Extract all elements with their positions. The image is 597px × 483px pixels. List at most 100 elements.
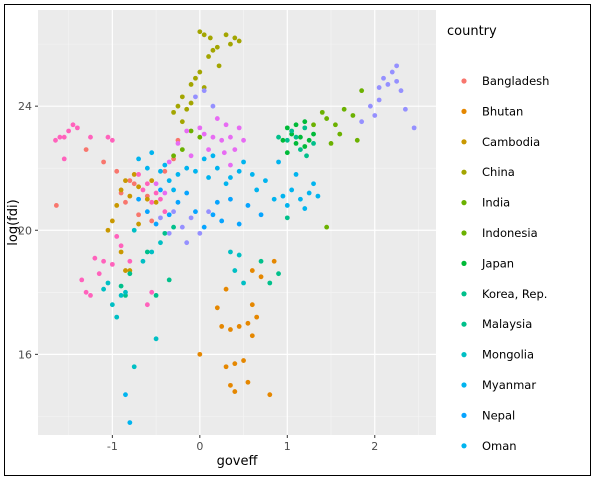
data-point (153, 221, 159, 227)
data-point (171, 224, 176, 230)
data-point (144, 302, 150, 308)
grid-minor (38, 10, 436, 435)
data-point (79, 277, 85, 283)
legend-title: country (447, 24, 497, 39)
data-point (210, 153, 216, 159)
data-point (153, 190, 159, 196)
legend-label: India (482, 196, 510, 210)
legend-key (461, 321, 467, 327)
data-point (53, 203, 59, 208)
data-point (114, 234, 120, 239)
data-point (228, 134, 233, 140)
data-point (306, 137, 312, 143)
data-point (293, 134, 299, 140)
data-point (311, 140, 316, 146)
legend-key (461, 352, 467, 358)
data-point (184, 165, 190, 171)
data-point (53, 137, 58, 143)
y-axis-title: log(fdi) (6, 199, 21, 245)
data-point (70, 122, 76, 128)
data-point (114, 203, 120, 208)
data-point (197, 134, 203, 140)
data-point (228, 327, 233, 332)
data-point (184, 190, 190, 196)
data-point (127, 258, 133, 264)
data-point (221, 150, 227, 156)
data-point (245, 203, 251, 208)
data-point (206, 175, 211, 180)
data-point (254, 314, 260, 320)
data-point (328, 140, 334, 146)
data-point (319, 109, 325, 115)
data-point (101, 159, 107, 165)
data-point (158, 240, 163, 246)
data-point (376, 85, 382, 90)
data-point (171, 109, 176, 115)
data-point (333, 122, 338, 128)
data-point (258, 274, 264, 280)
data-point (223, 181, 229, 187)
data-point (162, 162, 168, 168)
data-point (228, 249, 233, 255)
legend-label: Cambodia (482, 135, 540, 149)
data-point (216, 63, 222, 69)
data-point (201, 156, 207, 162)
data-point (394, 63, 400, 69)
data-point (96, 271, 102, 277)
data-point (109, 218, 115, 224)
legend-label: Mongolia (482, 348, 534, 362)
data-point (276, 271, 281, 277)
data-point (184, 106, 190, 112)
data-point (210, 103, 216, 109)
data-point (123, 268, 128, 273)
data-point (289, 187, 295, 193)
data-point (140, 258, 146, 264)
data-point (149, 289, 155, 295)
data-point (153, 199, 159, 205)
data-point (179, 224, 185, 230)
data-point (276, 159, 281, 165)
data-point (166, 159, 172, 165)
data-point (214, 44, 220, 50)
data-point (385, 82, 391, 87)
y-axis-ticks: 16 20 24 (18, 100, 38, 361)
data-point (232, 268, 238, 273)
legend-key (461, 260, 467, 266)
data-point (118, 293, 124, 298)
data-point (179, 147, 185, 152)
data-point (206, 54, 211, 59)
data-point (236, 38, 242, 44)
legend-key (461, 78, 467, 84)
data-point (83, 289, 89, 295)
legend-key (461, 382, 467, 388)
data-point (105, 227, 111, 233)
data-point (149, 218, 155, 224)
data-point (109, 137, 115, 143)
data-point (258, 212, 264, 218)
data-point (214, 305, 220, 311)
legend-key (461, 200, 467, 206)
data-point (207, 35, 213, 41)
data-point (193, 209, 198, 215)
data-point (144, 181, 150, 187)
data-point (394, 78, 400, 84)
data-point (153, 181, 159, 187)
data-point (276, 134, 281, 140)
data-point (61, 134, 67, 140)
data-point (223, 286, 229, 292)
data-point (293, 140, 299, 146)
data-point (201, 32, 207, 38)
data-point (57, 134, 63, 140)
data-point (162, 209, 168, 215)
data-point (236, 252, 242, 258)
data-point (293, 172, 299, 177)
data-point (245, 320, 251, 326)
legend-key (461, 139, 467, 145)
data-point (136, 212, 141, 218)
data-point (188, 153, 194, 159)
data-point (402, 106, 408, 112)
data-point (232, 389, 238, 394)
data-point (127, 178, 133, 184)
data-point (298, 196, 303, 202)
data-point (311, 122, 316, 128)
